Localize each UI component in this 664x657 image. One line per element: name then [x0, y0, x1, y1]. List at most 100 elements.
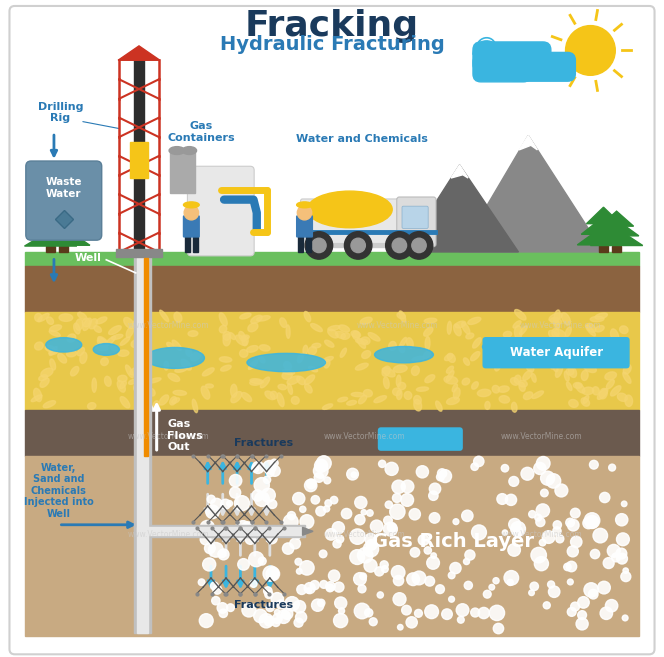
Ellipse shape: [406, 338, 413, 348]
Ellipse shape: [581, 371, 588, 380]
Ellipse shape: [248, 360, 258, 369]
Circle shape: [254, 609, 267, 623]
Circle shape: [220, 499, 230, 509]
Ellipse shape: [414, 399, 422, 411]
Ellipse shape: [462, 378, 469, 385]
Circle shape: [226, 501, 232, 507]
Ellipse shape: [159, 310, 169, 322]
Ellipse shape: [89, 319, 98, 329]
Ellipse shape: [436, 401, 442, 411]
Circle shape: [319, 550, 327, 558]
Ellipse shape: [309, 367, 317, 372]
Bar: [59, 245, 68, 252]
Ellipse shape: [526, 363, 534, 372]
Circle shape: [431, 553, 436, 558]
Circle shape: [509, 518, 521, 530]
Circle shape: [184, 206, 199, 220]
Ellipse shape: [606, 380, 614, 389]
Circle shape: [230, 487, 240, 498]
Ellipse shape: [455, 321, 465, 328]
Circle shape: [543, 602, 550, 609]
Ellipse shape: [297, 353, 303, 363]
Ellipse shape: [120, 397, 129, 408]
Ellipse shape: [98, 336, 108, 346]
Ellipse shape: [325, 340, 334, 348]
Circle shape: [384, 516, 392, 525]
Circle shape: [603, 558, 614, 568]
Circle shape: [553, 521, 562, 529]
Circle shape: [384, 522, 397, 536]
Circle shape: [570, 602, 580, 611]
Circle shape: [414, 610, 422, 618]
Circle shape: [393, 593, 406, 606]
Ellipse shape: [515, 309, 526, 320]
FancyBboxPatch shape: [397, 197, 436, 247]
FancyBboxPatch shape: [301, 199, 402, 244]
Ellipse shape: [550, 337, 561, 346]
Circle shape: [252, 490, 263, 501]
Ellipse shape: [583, 396, 589, 403]
Ellipse shape: [297, 202, 312, 208]
Bar: [402, 246, 412, 252]
Polygon shape: [459, 135, 604, 252]
Circle shape: [442, 609, 452, 620]
Ellipse shape: [40, 378, 49, 388]
Ellipse shape: [191, 351, 201, 361]
Ellipse shape: [153, 401, 159, 410]
Ellipse shape: [139, 383, 145, 393]
Circle shape: [478, 607, 489, 619]
Ellipse shape: [260, 345, 270, 351]
Ellipse shape: [286, 325, 290, 338]
Circle shape: [295, 558, 302, 565]
Circle shape: [515, 526, 523, 534]
Ellipse shape: [471, 382, 478, 389]
Ellipse shape: [131, 340, 141, 348]
Circle shape: [398, 624, 403, 630]
Ellipse shape: [49, 330, 60, 336]
Circle shape: [534, 463, 546, 474]
Circle shape: [200, 520, 214, 535]
Circle shape: [531, 547, 546, 563]
Circle shape: [365, 533, 376, 545]
Ellipse shape: [466, 333, 474, 339]
Ellipse shape: [70, 367, 79, 376]
Circle shape: [324, 477, 331, 484]
Circle shape: [350, 550, 365, 564]
Circle shape: [326, 584, 334, 592]
Bar: [393, 246, 402, 252]
Circle shape: [252, 465, 259, 472]
Circle shape: [609, 464, 616, 471]
Circle shape: [377, 592, 383, 598]
Ellipse shape: [312, 343, 321, 348]
Ellipse shape: [444, 354, 453, 361]
Ellipse shape: [148, 378, 161, 383]
Ellipse shape: [257, 315, 270, 321]
Circle shape: [529, 590, 535, 596]
Bar: [171, 150, 183, 193]
Ellipse shape: [368, 332, 380, 341]
Circle shape: [264, 616, 274, 626]
Circle shape: [623, 568, 628, 574]
Circle shape: [226, 604, 234, 612]
Ellipse shape: [250, 380, 262, 385]
Text: Gas Rich Layer: Gas Rich Layer: [372, 532, 534, 551]
FancyBboxPatch shape: [473, 55, 531, 82]
Ellipse shape: [513, 321, 521, 328]
Ellipse shape: [461, 323, 470, 334]
Ellipse shape: [67, 334, 76, 342]
Circle shape: [566, 561, 576, 572]
Ellipse shape: [169, 147, 185, 154]
Ellipse shape: [135, 344, 142, 351]
Circle shape: [513, 529, 522, 537]
Ellipse shape: [327, 329, 338, 338]
Circle shape: [570, 536, 582, 547]
Circle shape: [320, 581, 328, 588]
Ellipse shape: [260, 377, 270, 388]
Circle shape: [564, 563, 571, 571]
Ellipse shape: [568, 399, 578, 407]
Ellipse shape: [98, 338, 107, 348]
Circle shape: [284, 514, 298, 530]
Ellipse shape: [305, 384, 312, 393]
Circle shape: [412, 238, 426, 252]
Circle shape: [325, 529, 337, 540]
